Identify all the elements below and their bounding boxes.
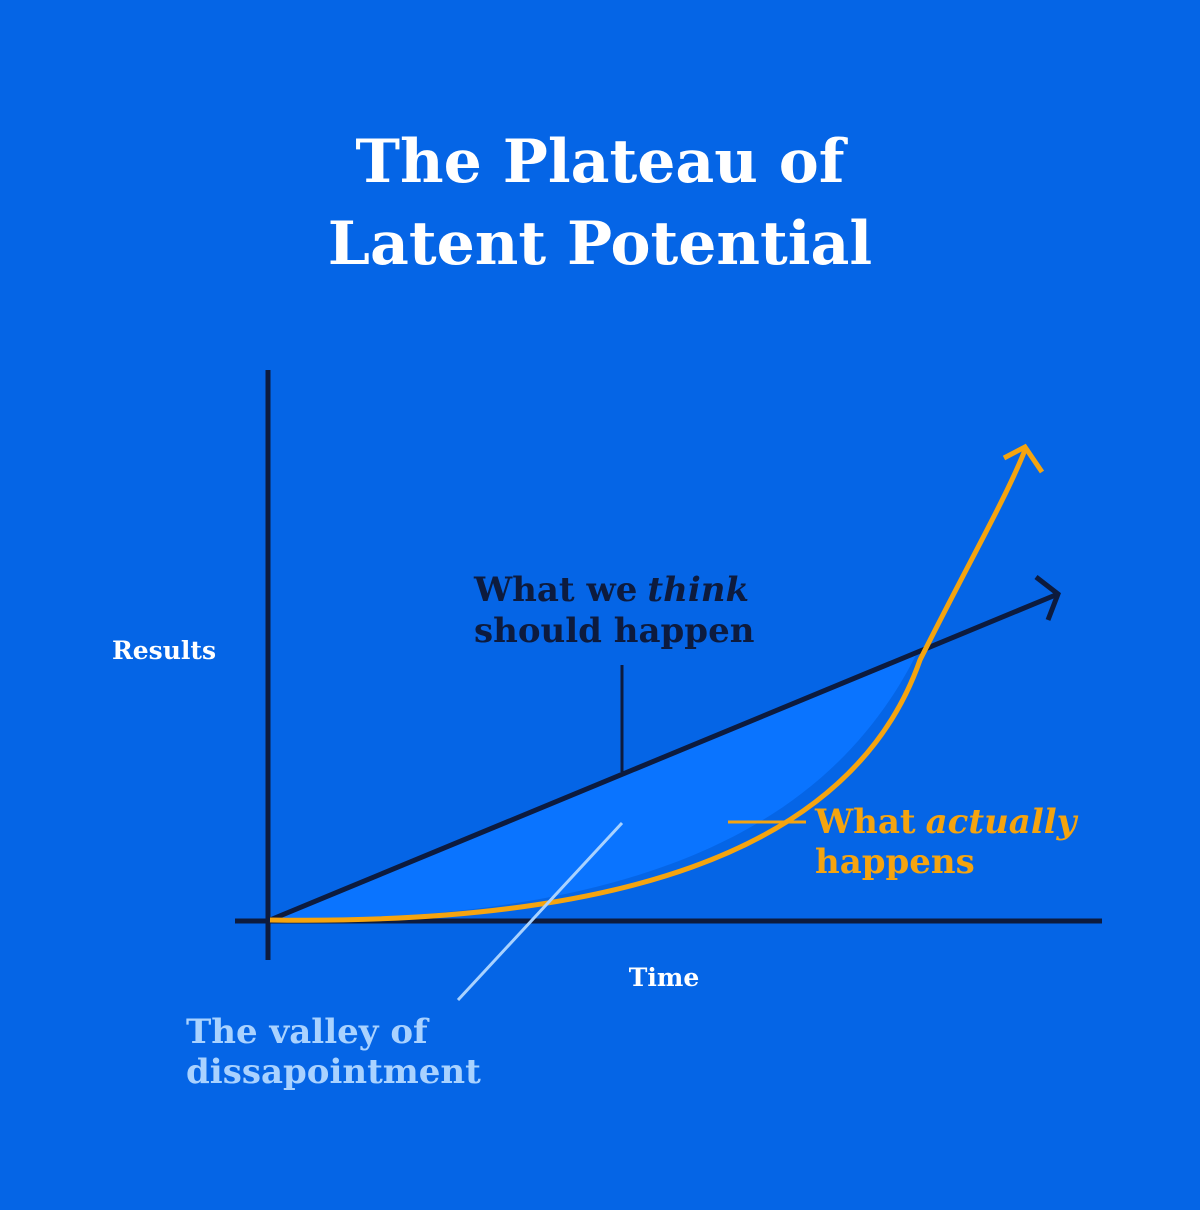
expected-label: What we think	[473, 570, 749, 610]
expected-label: should happen	[474, 611, 754, 651]
actual-label: happens	[815, 842, 975, 882]
label-part: What	[814, 802, 916, 842]
valley-label: The valley of	[186, 1012, 430, 1052]
actual-label: What actually	[814, 802, 1079, 842]
label-emphasis: actually	[926, 802, 1079, 842]
y-axis-label: Results	[112, 636, 216, 665]
valley-label: dissapointment	[186, 1052, 481, 1092]
title: The Plateau of	[355, 127, 848, 197]
x-axis-label: Time	[629, 963, 699, 992]
expected-arrow	[1034, 575, 1062, 621]
label-part: What we	[473, 570, 637, 610]
label-emphasis: think	[647, 570, 749, 610]
actual-curve	[269, 449, 1028, 923]
actual-arrow	[1002, 443, 1045, 474]
title: Latent Potential	[328, 209, 872, 279]
valley-leader	[456, 821, 624, 1002]
